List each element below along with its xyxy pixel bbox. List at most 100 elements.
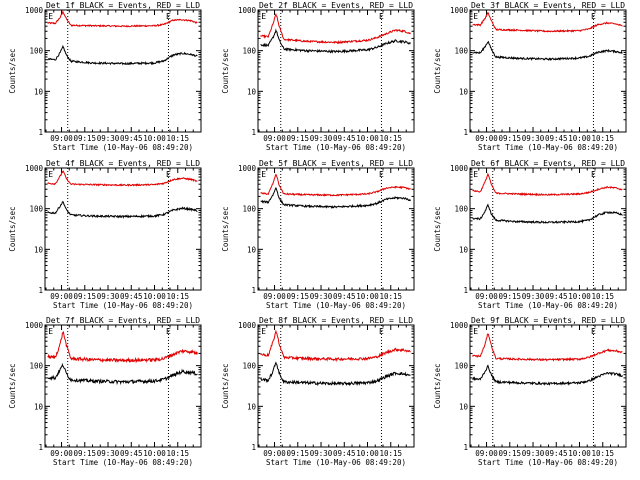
- plot-frame: [257, 324, 415, 448]
- y-axis-label: Counts/sec: [221, 363, 230, 408]
- series-line-events: [260, 187, 411, 209]
- x-tick-label: 09:15: [73, 292, 96, 301]
- x-tick-label: 10:15: [591, 292, 614, 301]
- event-marker-label: E: [379, 327, 384, 336]
- x-axis-label: Start Time (10-May-06 08:49:20): [266, 458, 406, 467]
- y-tick-label: 1: [463, 128, 468, 137]
- x-tick-label: 09:00: [263, 292, 286, 301]
- x-tick-label: 09:30: [97, 292, 120, 301]
- y-tick-label: 1000: [450, 164, 469, 173]
- event-marker-label: E: [473, 170, 478, 179]
- event-marker-label: E: [48, 170, 53, 179]
- y-tick-label: 100: [242, 205, 256, 214]
- x-axis-label: Start Time (10-May-06 08:49:20): [53, 143, 193, 152]
- panel-title: Det 3f BLACK = Events, RED = LLD: [471, 1, 625, 10]
- x-tick-label: 09:30: [522, 134, 545, 143]
- x-tick-label: 10:15: [166, 134, 189, 143]
- series-line-events: [472, 364, 623, 386]
- y-tick-label: 10: [34, 87, 44, 96]
- x-tick-label: 09:00: [50, 292, 73, 301]
- y-tick-label: 1: [251, 128, 256, 137]
- panel-title: Det 5f BLACK = Events, RED = LLD: [259, 159, 413, 168]
- x-axis-label: Start Time (10-May-06 08:49:20): [266, 301, 406, 310]
- y-tick-label: 10: [247, 402, 257, 411]
- y-tick-label: 1: [251, 286, 256, 295]
- event-marker-label: E: [261, 170, 266, 179]
- y-tick-label: 1: [38, 443, 43, 452]
- series-line-events: [260, 28, 411, 54]
- series-line-lld: [472, 11, 623, 33]
- panel-title: Det 9f BLACK = Events, RED = LLD: [471, 316, 625, 325]
- x-tick-label: 09:45: [120, 449, 143, 458]
- plot-frame: [257, 167, 415, 291]
- series-line-lld: [47, 331, 198, 364]
- event-marker-label: E: [48, 12, 53, 21]
- plot-frame: [44, 9, 202, 133]
- y-tick-label: 1000: [238, 321, 257, 330]
- y-tick-label: 1: [38, 286, 43, 295]
- y-tick-label: 1000: [238, 6, 257, 15]
- y-tick-label: 100: [242, 362, 256, 371]
- plot-frame: [257, 9, 415, 133]
- y-axis-label: Counts/sec: [8, 206, 17, 251]
- x-tick-label: 09:00: [475, 449, 498, 458]
- series-line-events: [47, 362, 198, 386]
- plot-frame: [469, 324, 627, 448]
- x-tick-label: 10:15: [379, 449, 402, 458]
- y-tick-label: 100: [454, 205, 468, 214]
- x-tick-label: 09:00: [263, 134, 286, 143]
- x-tick-label: 09:45: [120, 134, 143, 143]
- x-tick-label: 09:15: [286, 292, 309, 301]
- event-marker-label: E: [591, 170, 596, 179]
- x-tick-label: 09:00: [475, 292, 498, 301]
- y-tick-label: 10: [34, 245, 44, 254]
- event-marker-label: E: [591, 12, 596, 21]
- x-tick-label: 09:30: [522, 449, 545, 458]
- x-tick-label: 10:00: [143, 449, 166, 458]
- x-tick-label: 10:15: [166, 449, 189, 458]
- x-tick-label: 09:45: [333, 449, 356, 458]
- y-axis-label: Counts/sec: [221, 206, 230, 251]
- y-tick-label: 1: [251, 443, 256, 452]
- x-axis-label: Start Time (10-May-06 08:49:20): [266, 143, 406, 152]
- event-marker-label: E: [261, 327, 266, 336]
- x-tick-label: 09:00: [50, 134, 73, 143]
- event-marker-label: E: [166, 12, 171, 21]
- plot-frame: [44, 167, 202, 291]
- panel-title: Det 8f BLACK = Events, RED = LLD: [259, 316, 413, 325]
- x-tick-label: 10:15: [379, 134, 402, 143]
- series-line-lld: [260, 329, 411, 363]
- x-tick-label: 09:30: [310, 449, 333, 458]
- x-tick-label: 09:15: [498, 292, 521, 301]
- x-tick-label: 09:15: [286, 449, 309, 458]
- x-tick-label: 10:15: [166, 292, 189, 301]
- series-line-events: [472, 203, 623, 225]
- x-tick-label: 10:00: [356, 134, 379, 143]
- x-axis-label: Start Time (10-May-06 08:49:20): [53, 301, 193, 310]
- y-tick-label: 10: [459, 87, 469, 96]
- x-axis-label: Start Time (10-May-06 08:49:20): [53, 458, 193, 467]
- y-tick-label: 100: [242, 47, 256, 56]
- x-tick-label: 10:00: [356, 449, 379, 458]
- x-tick-label: 09:30: [522, 292, 545, 301]
- series-line-lld: [47, 170, 198, 187]
- y-tick-label: 1000: [238, 164, 257, 173]
- x-tick-label: 09:00: [263, 449, 286, 458]
- y-axis-label: Counts/sec: [221, 48, 230, 93]
- event-marker-label: E: [166, 327, 171, 336]
- x-tick-label: 10:00: [568, 134, 591, 143]
- y-tick-label: 100: [29, 205, 43, 214]
- x-tick-label: 09:15: [73, 449, 96, 458]
- y-tick-label: 1: [463, 443, 468, 452]
- series-line-events: [47, 44, 198, 66]
- x-tick-label: 10:15: [591, 449, 614, 458]
- x-tick-label: 09:15: [73, 134, 96, 143]
